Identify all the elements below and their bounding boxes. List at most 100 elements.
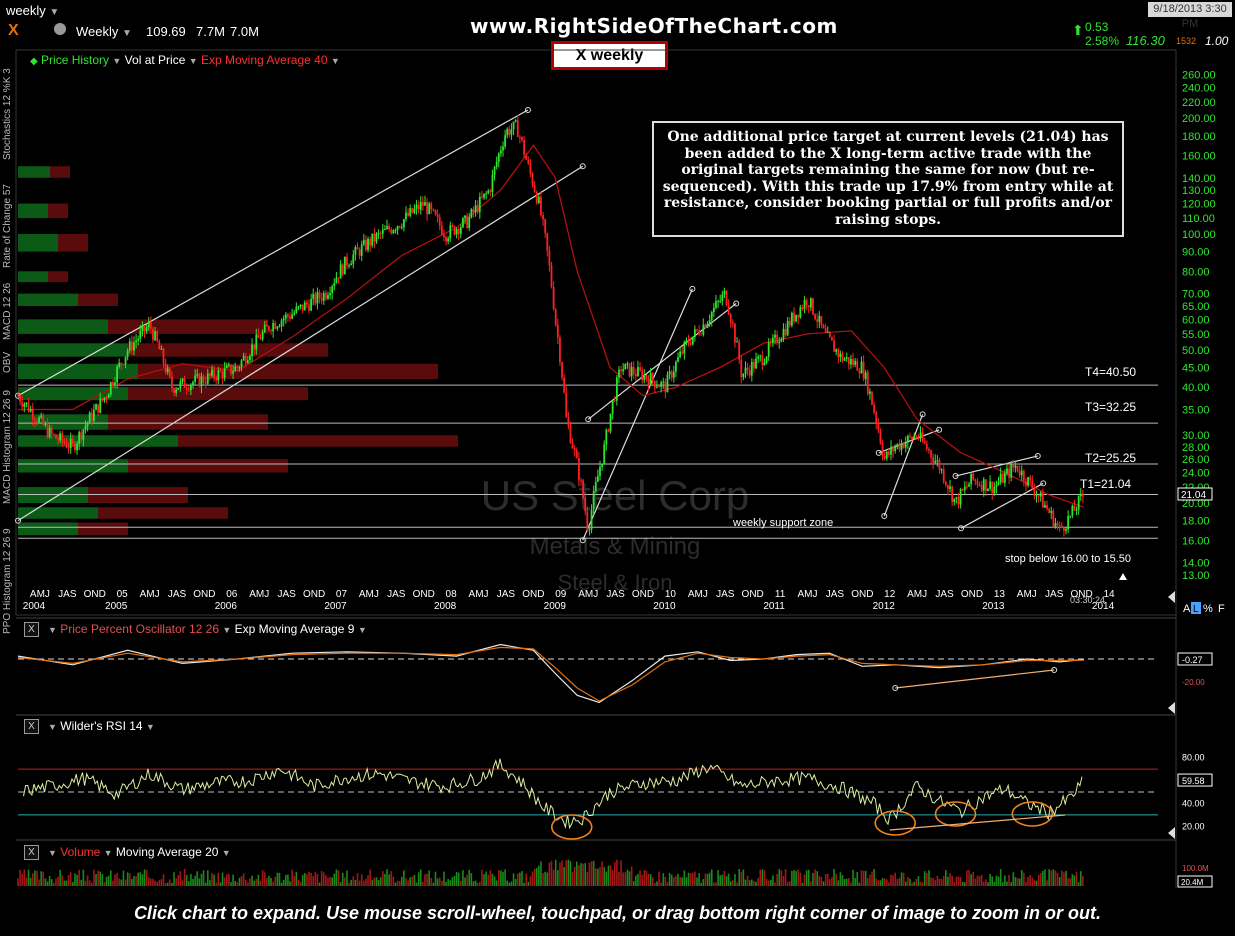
chevron-down-icon[interactable]: ▼ (48, 722, 57, 732)
candle-body (805, 300, 808, 306)
volume-bar (268, 875, 270, 886)
chevron-down-icon[interactable]: ▼ (145, 722, 155, 732)
rsi-title[interactable]: Wilder's RSI 14 (60, 719, 143, 733)
volume-bar (169, 879, 171, 886)
candle-body (565, 392, 568, 418)
apple-icon[interactable] (54, 23, 66, 35)
close-ppo-button[interactable]: X (24, 622, 39, 637)
candle-body (936, 460, 939, 462)
chevron-down-icon[interactable]: ▼ (103, 848, 113, 858)
ema-label[interactable]: Exp Moving Average 40 (200, 53, 328, 67)
timeframe-select[interactable]: Weekly ▼ (76, 24, 132, 39)
candle-body (86, 422, 89, 426)
chevron-down-icon[interactable]: ▼ (357, 625, 367, 635)
trend-anchor (958, 525, 965, 532)
volume-bar (1042, 870, 1044, 886)
volume-bar (949, 873, 951, 886)
volume-bar (118, 878, 121, 886)
volume-bar (150, 878, 152, 886)
candle-body (244, 356, 247, 364)
chevron-down-icon[interactable]: ▼ (330, 56, 340, 66)
candle-body (1039, 492, 1042, 497)
candle-body (691, 336, 694, 345)
scale-percent-button[interactable]: % (1203, 603, 1213, 615)
candle-body (400, 227, 403, 229)
price-tick-label: 180.00 (1182, 131, 1216, 143)
volume-bar (415, 882, 418, 886)
candle-body (483, 193, 485, 198)
scale-f-button[interactable]: F (1218, 603, 1225, 615)
candle-body (772, 337, 774, 344)
volume-bar (641, 874, 643, 886)
panel-resize-icon[interactable] (1168, 702, 1175, 714)
candle-body (818, 315, 821, 322)
chevron-down-icon[interactable]: ▼ (112, 56, 122, 66)
scale-a-button[interactable]: A (1183, 603, 1191, 615)
candle-body (512, 121, 515, 130)
volume-bar (424, 874, 426, 886)
ppo-signal-title[interactable]: Exp Moving Average 9 (234, 622, 355, 636)
scale-log-button[interactable] (1191, 602, 1201, 614)
panel-resize-icon[interactable] (1168, 827, 1175, 839)
volume-bar (1079, 871, 1082, 886)
candle-body (1031, 480, 1034, 489)
volume-bar (1014, 877, 1017, 886)
price-history-label[interactable]: Price History (41, 53, 110, 67)
x-tick-label: OND (742, 589, 764, 600)
chevron-down-icon[interactable]: ▼ (222, 625, 232, 635)
chevron-down-icon[interactable]: ▼ (188, 56, 198, 66)
trend-anchor (579, 163, 586, 170)
close-rsi-button[interactable]: X (24, 719, 39, 734)
volume-bar (1082, 876, 1084, 886)
candle-body (213, 369, 216, 379)
candle-body (371, 233, 374, 246)
chevron-down-icon[interactable]: ▼ (221, 848, 231, 858)
candle-body (320, 298, 323, 301)
candle-body (761, 355, 764, 366)
volume-bar (238, 877, 241, 886)
volume-bar (215, 882, 218, 886)
volume-bar (926, 872, 928, 886)
panel-resize-icon[interactable] (1168, 591, 1175, 603)
volume-bar (460, 880, 462, 886)
candle-body (989, 481, 992, 489)
volume-bar (112, 880, 114, 886)
ppo-title[interactable]: Price Percent Oscillator 12 26 (60, 622, 220, 636)
candle-body (769, 342, 772, 344)
close-volume-button[interactable]: X (24, 845, 39, 860)
candle-body (696, 329, 698, 331)
volume-bar (147, 877, 150, 886)
quote-ratio: 1.00 (1205, 34, 1229, 48)
volume-title[interactable]: Volume (60, 845, 101, 859)
volume-bar (337, 870, 340, 886)
volume-bar (1044, 869, 1046, 886)
candle-body (445, 237, 447, 242)
volume-bar (951, 875, 953, 886)
candle-body (386, 226, 388, 230)
vol-at-price-label[interactable]: Vol at Price (124, 53, 186, 67)
candle-body (525, 154, 528, 160)
candle-body (826, 331, 829, 333)
period-select[interactable]: weekly ▼ (6, 3, 59, 18)
candle-body (434, 210, 437, 215)
candle-body (567, 417, 570, 426)
volume-bar (280, 882, 283, 886)
volume-bar (185, 875, 188, 886)
candle-body (227, 364, 230, 366)
volume-bar (1052, 869, 1055, 886)
x-tick-label: JAS (935, 589, 954, 600)
chevron-down-icon[interactable]: ▼ (48, 848, 57, 858)
volume-bar (538, 865, 540, 886)
candle-body (824, 328, 827, 333)
chevron-down-icon[interactable]: ▼ (48, 625, 57, 635)
volume-bar (93, 869, 95, 886)
symbol-label[interactable]: X (8, 22, 19, 39)
volume-bar (580, 863, 582, 886)
rsi-tick-label: 20.00 (1182, 821, 1205, 831)
volume-bar (179, 871, 182, 886)
x-tick-label: AMJ (797, 589, 817, 600)
candle-body (1050, 510, 1053, 513)
candle-body (991, 481, 994, 494)
volume-ma-title[interactable]: Moving Average 20 (115, 845, 219, 859)
